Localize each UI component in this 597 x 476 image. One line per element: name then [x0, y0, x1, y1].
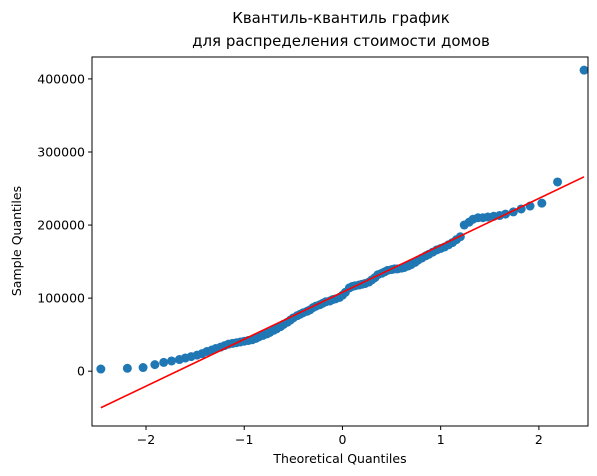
- y-tick-label-0: 0: [77, 364, 85, 379]
- x-tick-label-2: 0: [338, 432, 346, 447]
- data-point-1: [122, 363, 132, 373]
- y-tick-label-1: 100000: [37, 291, 85, 306]
- y-axis-ticks: 0 100000 200000 300000 400000: [37, 71, 92, 379]
- y-tick-label-4: 400000: [37, 71, 85, 86]
- x-tick-label-1: −1: [235, 432, 253, 447]
- data-point-0: [96, 364, 106, 374]
- y-tick-label-2: 200000: [37, 218, 85, 233]
- data-point-2: [138, 363, 148, 373]
- data-point-94: [516, 204, 526, 214]
- data-point-3: [150, 360, 160, 370]
- y-tick-label-3: 300000: [37, 144, 85, 159]
- plot-content: [96, 65, 589, 409]
- x-tick-label-0: −2: [137, 432, 155, 447]
- data-point-4: [159, 357, 169, 367]
- x-tick-label-3: 1: [437, 432, 445, 447]
- x-tick-label-4: 2: [535, 432, 543, 447]
- plot-area-frame: [91, 56, 589, 427]
- x-axis-label: Theoretical Quantiles: [272, 451, 406, 466]
- y-axis-label: Sample Quantiles: [9, 186, 24, 296]
- chart-title-line1: Квантиль-квантиль график: [232, 9, 450, 27]
- fit-line: [100, 176, 585, 409]
- chart-title-line2: для распределения стоимости домов: [192, 32, 490, 50]
- data-point-5: [167, 356, 177, 366]
- data-point-96: [537, 198, 547, 208]
- data-point-98: [579, 65, 589, 75]
- x-axis-ticks: −2 −1 0 1 2: [137, 426, 543, 447]
- data-point-97: [553, 177, 563, 187]
